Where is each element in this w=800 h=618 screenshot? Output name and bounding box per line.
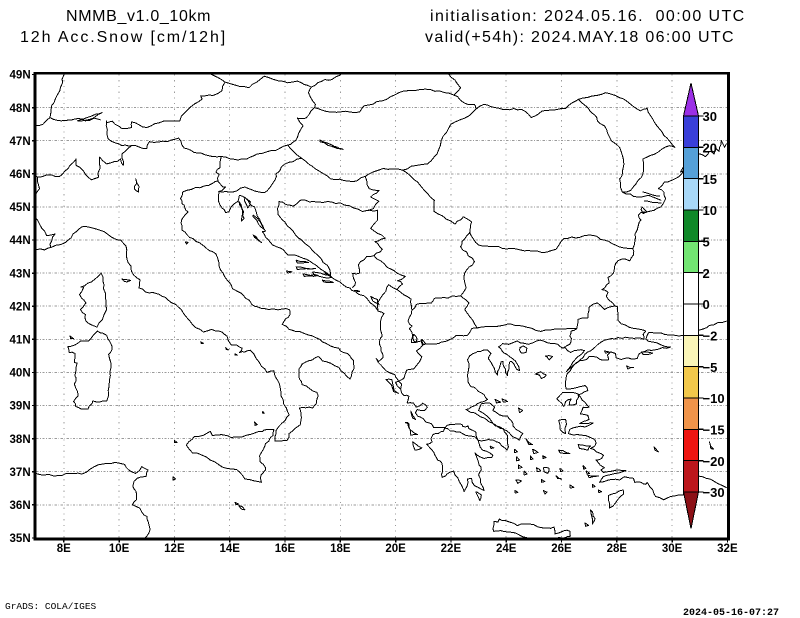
svg-text:NMMB_v1.0_10km: NMMB_v1.0_10km — [66, 8, 211, 25]
svg-text:0: 0 — [703, 297, 710, 312]
svg-text:8E: 8E — [57, 543, 71, 555]
svg-text:−20: −20 — [703, 454, 725, 469]
svg-text:20: 20 — [703, 141, 717, 156]
svg-text:48N: 48N — [10, 103, 31, 115]
svg-text:12E: 12E — [164, 543, 185, 555]
svg-text:10: 10 — [703, 203, 717, 218]
svg-text:12h Acc.Snow [cm/12h]: 12h Acc.Snow [cm/12h] — [20, 29, 227, 46]
svg-text:2024-05-16-07:27: 2024-05-16-07:27 — [683, 608, 779, 618]
svg-text:45N: 45N — [10, 202, 31, 214]
svg-text:39N: 39N — [10, 401, 31, 413]
svg-text:40N: 40N — [10, 368, 31, 380]
svg-text:43N: 43N — [10, 268, 31, 280]
svg-text:42N: 42N — [10, 301, 31, 313]
svg-text:−2: −2 — [703, 329, 718, 344]
svg-text:5: 5 — [703, 235, 710, 250]
svg-text:valid(+54h): 2024.MAY.18 06:00: valid(+54h): 2024.MAY.18 06:00 UTC — [425, 29, 735, 46]
svg-text:15: 15 — [703, 172, 717, 187]
svg-text:36N: 36N — [10, 500, 31, 512]
svg-text:14E: 14E — [219, 543, 240, 555]
svg-text:GrADS: COLA/IGES: GrADS: COLA/IGES — [5, 601, 97, 612]
svg-text:32E: 32E — [717, 543, 738, 555]
svg-text:38N: 38N — [10, 434, 31, 446]
svg-text:49N: 49N — [10, 70, 31, 82]
svg-text:18E: 18E — [330, 543, 351, 555]
svg-text:initialisation: 2024.05.16. 0: initialisation: 2024.05.16. 00:00 UTC — [430, 8, 746, 25]
svg-text:−5: −5 — [703, 360, 718, 375]
svg-text:46N: 46N — [10, 169, 31, 181]
svg-text:10E: 10E — [109, 543, 130, 555]
svg-text:20E: 20E — [385, 543, 406, 555]
svg-text:30E: 30E — [662, 543, 683, 555]
svg-text:26E: 26E — [551, 543, 572, 555]
svg-text:−10: −10 — [703, 391, 725, 406]
svg-text:2: 2 — [703, 266, 710, 281]
svg-text:41N: 41N — [10, 335, 31, 347]
svg-text:35N: 35N — [10, 533, 31, 545]
svg-text:28E: 28E — [607, 543, 628, 555]
svg-text:37N: 37N — [10, 467, 31, 479]
svg-text:−15: −15 — [703, 423, 725, 438]
svg-text:30: 30 — [703, 109, 717, 124]
svg-text:16E: 16E — [275, 543, 296, 555]
svg-text:22E: 22E — [441, 543, 462, 555]
svg-text:44N: 44N — [10, 235, 31, 247]
svg-text:47N: 47N — [10, 136, 31, 148]
svg-text:24E: 24E — [496, 543, 517, 555]
svg-text:−30: −30 — [703, 485, 725, 500]
